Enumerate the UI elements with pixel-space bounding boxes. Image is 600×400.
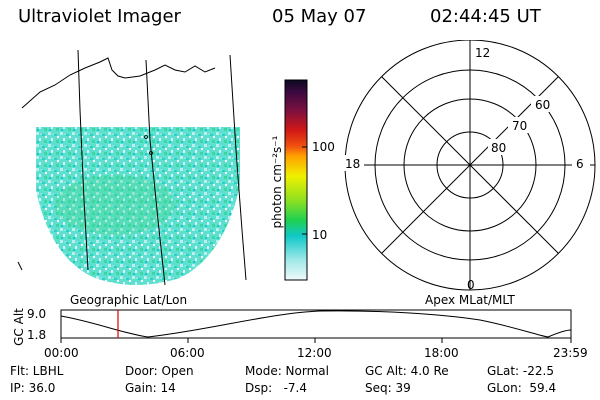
polar-diagonal	[381, 76, 559, 254]
dsp-info: Dsp: -7.4	[245, 381, 308, 395]
altitude-tick-bottom: 1.8	[27, 328, 47, 342]
glat-info: GLat: -22.5	[487, 364, 554, 378]
gain-info: Gain: 14	[125, 381, 176, 395]
mode-info: Mode: Normal	[245, 364, 329, 378]
mlt-label-12: 12	[475, 46, 490, 60]
latitude-line	[17, 261, 23, 271]
altitude-axis-label: GC Alt	[12, 308, 26, 346]
colorbar-tick-10: 10	[312, 228, 328, 242]
mlt-label-0: 0	[467, 278, 475, 292]
longitude-line	[229, 54, 247, 281]
altitude-tick-top: 9.0	[27, 307, 47, 321]
mlat-label-70: 70	[512, 119, 527, 133]
time-tick-0600: 06:00	[170, 346, 205, 360]
longitude-line	[77, 49, 89, 271]
mlt-label-18: 18	[345, 157, 360, 171]
altitude-curve	[60, 310, 572, 338]
time-tick-0000: 00:00	[44, 346, 79, 360]
longitude-line	[145, 59, 166, 286]
colorbar-tick-100: 100	[312, 140, 335, 154]
time-label: 02:44:45 UT	[430, 6, 541, 27]
geographic-image-panel	[17, 49, 247, 286]
colorbar-unit-label: photon cm⁻²s⁻¹	[270, 135, 284, 229]
mlat-label-80: 80	[491, 141, 506, 155]
color-scale-bar	[284, 79, 308, 281]
mlt-label-6: 6	[576, 157, 584, 171]
mlat-label-60: 60	[535, 98, 550, 112]
time-tick-2359: 23:59	[553, 346, 588, 360]
date-label: 05 May 07	[272, 6, 367, 27]
coastline-outline	[21, 57, 216, 109]
apex-panel-label: Apex MLat/MLT	[425, 293, 515, 307]
altitude-timeline-plot[interactable]	[60, 305, 575, 345]
geographic-panel-label: Geographic Lat/Lon	[70, 293, 188, 307]
time-tick-1200: 12:00	[297, 346, 332, 360]
door-info: Door: Open	[125, 364, 194, 378]
instrument-title: Ultraviolet Imager	[18, 6, 181, 27]
ip-info: IP: 36.0	[10, 381, 56, 395]
glon-info: GLon: 59.4	[487, 381, 557, 395]
filter-info: Flt: LBHL	[10, 364, 64, 378]
seq-info: Seq: 39	[365, 381, 411, 395]
gc-alt-info: GC Alt: 4.0 Re	[365, 364, 449, 378]
apex-polar-plot: 12 0 18 6 60 70 80	[338, 40, 596, 292]
time-tick-1800: 18:00	[424, 346, 459, 360]
